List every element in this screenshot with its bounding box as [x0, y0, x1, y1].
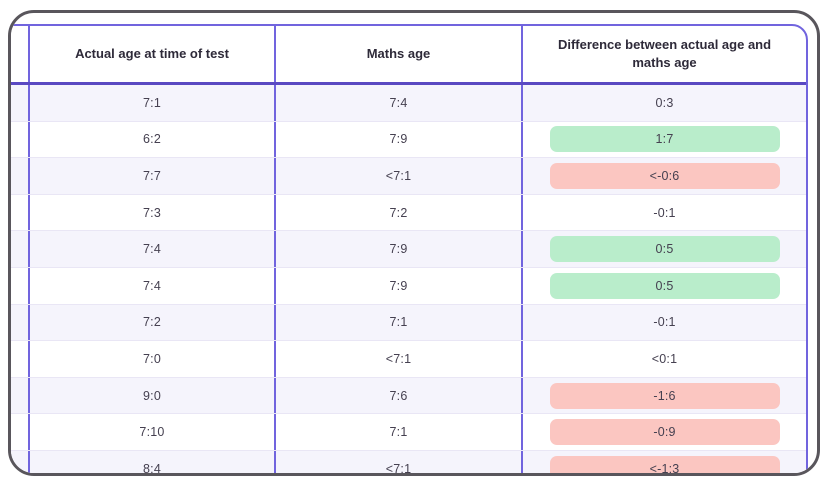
- actual-age-cell: 7:1: [28, 85, 274, 121]
- maths-age-cell: 7:4: [274, 85, 521, 121]
- table-body: 7:1 7:4 0:3 6:2 7:9 1:7 7:7 <7:1 <-0:6 7:3 7:2 -0:1…: [11, 85, 806, 473]
- difference-cell: -0:9: [521, 414, 806, 450]
- header-difference: Difference between actual age and maths …: [521, 26, 806, 82]
- row-gutter: [11, 378, 28, 414]
- table-row: 7:2 7:1 -0:1: [11, 304, 806, 342]
- difference-pill: <-0:6: [549, 162, 780, 189]
- maths-age-cell: 7:9: [274, 121, 521, 158]
- maths-age-cell: <7:1: [274, 450, 521, 473]
- row-gutter: [11, 451, 28, 473]
- row-gutter: [11, 158, 28, 194]
- difference-cell: 0:5: [521, 231, 806, 267]
- row-gutter: [11, 195, 28, 231]
- actual-age-cell: 7:3: [28, 194, 274, 231]
- actual-age-cell: 6:2: [28, 121, 274, 158]
- table-row: 6:2 7:9 1:7: [11, 121, 806, 159]
- header-actual-age: Actual age at time of test: [28, 26, 274, 82]
- row-gutter: [11, 122, 28, 158]
- difference-cell: -0:1: [521, 194, 806, 231]
- maths-age-cell: <7:1: [274, 158, 521, 194]
- row-gutter: [11, 341, 28, 377]
- row-gutter: [11, 414, 28, 450]
- header-maths-age: Maths age: [274, 26, 521, 82]
- table-row: 7:4 7:9 0:5: [11, 267, 806, 305]
- row-gutter: [11, 231, 28, 267]
- actual-age-cell: 7:2: [28, 304, 274, 341]
- maths-age-cell: 7:9: [274, 231, 521, 267]
- difference-cell: 0:5: [521, 267, 806, 304]
- maths-age-cell: 7:2: [274, 194, 521, 231]
- table-header-row: Actual age at time of test Maths age Dif…: [11, 26, 806, 85]
- actual-age-cell: 7:0: [28, 341, 274, 377]
- actual-age-cell: 7:7: [28, 158, 274, 194]
- table-row: 9:0 7:6 -1:6: [11, 377, 806, 415]
- difference-cell: <0:1: [521, 341, 806, 377]
- table-row: 7:3 7:2 -0:1: [11, 194, 806, 232]
- difference-pill: 0:5: [549, 272, 780, 299]
- difference-pill: -1:6: [549, 382, 780, 409]
- maths-age-cell: 7:1: [274, 304, 521, 341]
- actual-age-cell: 7:4: [28, 231, 274, 267]
- maths-age-cell: <7:1: [274, 341, 521, 377]
- actual-age-cell: 8:4: [28, 450, 274, 473]
- table-row: 7:10 7:1 -0:9: [11, 414, 806, 451]
- difference-cell: 1:7: [521, 121, 806, 158]
- table-row: 8:4 <7:1 <-1:3: [11, 450, 806, 473]
- table-row: 7:7 <7:1 <-0:6: [11, 158, 806, 195]
- difference-cell: -1:6: [521, 377, 806, 414]
- actual-age-cell: 7:10: [28, 414, 274, 450]
- ages-table: Actual age at time of test Maths age Dif…: [11, 24, 808, 473]
- maths-age-cell: 7:9: [274, 267, 521, 304]
- table-row: 7:1 7:4 0:3: [11, 85, 806, 122]
- row-gutter: [11, 305, 28, 341]
- difference-cell: 0:3: [521, 85, 806, 121]
- actual-age-cell: 9:0: [28, 377, 274, 414]
- difference-pill: -0:9: [549, 419, 780, 446]
- table-row: 7:0 <7:1 <0:1: [11, 341, 806, 378]
- difference-pill: <-1:3: [549, 455, 780, 473]
- difference-cell: <-0:6: [521, 158, 806, 194]
- row-gutter: [11, 268, 28, 304]
- actual-age-cell: 7:4: [28, 267, 274, 304]
- difference-cell: <-1:3: [521, 450, 806, 473]
- maths-age-cell: 7:6: [274, 377, 521, 414]
- difference-pill: 1:7: [549, 126, 780, 153]
- table-row: 7:4 7:9 0:5: [11, 231, 806, 268]
- difference-pill: 0:5: [549, 236, 780, 263]
- report-card: Actual age at time of test Maths age Dif…: [8, 10, 820, 476]
- maths-age-cell: 7:1: [274, 414, 521, 450]
- difference-cell: -0:1: [521, 304, 806, 341]
- row-gutter: [11, 85, 28, 121]
- header-gutter: [11, 26, 28, 82]
